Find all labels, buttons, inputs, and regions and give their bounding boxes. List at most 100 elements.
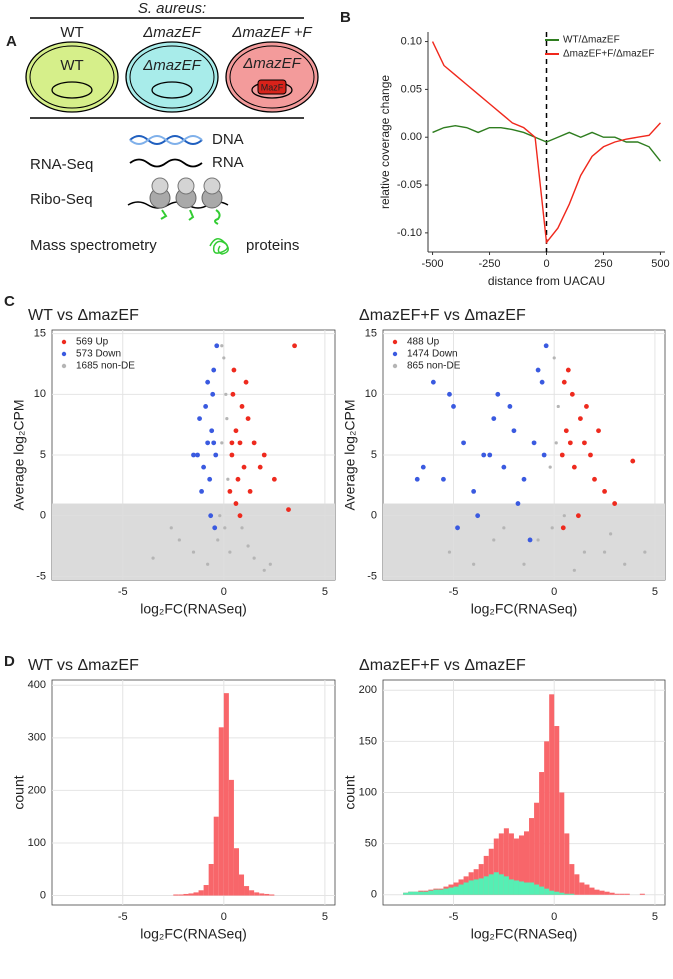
point (257, 464, 263, 470)
point (501, 464, 507, 470)
point (228, 550, 232, 554)
point (588, 452, 593, 458)
y-tick-label: 5 (371, 449, 377, 461)
x-tick-label: -5 (118, 911, 128, 923)
point (237, 513, 243, 519)
legend-label: WT/ΔmazEF (563, 35, 620, 46)
point (623, 562, 627, 566)
cell: ΔmazEF (125, 41, 219, 113)
point (554, 441, 558, 445)
point (191, 452, 196, 458)
cell: ΔmazEF MazF (225, 41, 319, 113)
point (271, 476, 277, 482)
legend-swatch (392, 339, 398, 345)
point (216, 538, 220, 542)
y-tick-label: -5 (367, 570, 377, 582)
bar (488, 874, 494, 895)
bar (483, 855, 489, 895)
protein-icon (209, 238, 229, 255)
bar (539, 772, 545, 895)
y-axis-label: Average log₂CPM (342, 399, 358, 510)
bar (599, 890, 605, 895)
point (471, 489, 477, 494)
point (231, 367, 237, 373)
plot-background (51, 679, 336, 906)
panel-label: D (4, 653, 15, 670)
point (195, 452, 200, 458)
bar (503, 876, 509, 895)
legend-swatch (392, 351, 398, 357)
point (582, 440, 587, 446)
x-tick-label: 0 (221, 586, 227, 598)
bar (498, 833, 504, 895)
y-tick-label: -0.05 (397, 179, 422, 191)
point (582, 550, 587, 554)
bar (418, 891, 424, 895)
bar (564, 833, 570, 895)
bar (529, 882, 535, 895)
bar (559, 892, 565, 895)
point (191, 550, 196, 554)
point (567, 440, 573, 446)
point (572, 568, 576, 572)
y-tick-label: -5 (36, 570, 46, 582)
bar (534, 802, 540, 895)
y-tick-label: 0 (371, 889, 377, 901)
point (602, 550, 607, 554)
bar (198, 890, 204, 896)
point (241, 464, 247, 470)
bar (178, 894, 184, 896)
bar (203, 885, 209, 896)
y-tick-label: 300 (28, 732, 46, 744)
y-tick-label: 0 (40, 889, 46, 901)
legend-swatch (61, 351, 67, 357)
x-axis-label: log₂FC(RNASeq) (471, 601, 578, 617)
y-tick-label: 0.00 (401, 131, 422, 143)
strain-name: WT (60, 24, 83, 41)
point (521, 476, 527, 482)
shaded-region-overlay (52, 503, 335, 580)
point (527, 537, 533, 543)
bar (223, 693, 229, 896)
point (592, 476, 597, 482)
point (208, 513, 214, 519)
bar (549, 694, 555, 895)
point (239, 404, 245, 409)
point (451, 404, 456, 409)
point (536, 538, 540, 542)
point (507, 404, 513, 409)
bar (503, 828, 509, 895)
point (571, 464, 577, 470)
point (560, 525, 566, 531)
bar (423, 891, 429, 895)
point (214, 343, 220, 349)
bar (488, 848, 494, 895)
bar (579, 882, 585, 895)
point (491, 416, 497, 421)
y-tick-label: 0 (40, 510, 46, 522)
point (223, 526, 227, 530)
point (151, 556, 155, 560)
point (495, 391, 501, 397)
bar (604, 891, 610, 895)
point (414, 476, 420, 482)
y-tick-label: 200 (28, 784, 46, 796)
y-tick-label: -0.10 (397, 227, 422, 239)
method-label: RNA (212, 154, 244, 171)
bar (408, 891, 414, 895)
rna (129, 158, 203, 168)
protein-box (257, 79, 287, 95)
bar (624, 893, 630, 895)
x-axis-label: log₂FC(RNASeq) (140, 926, 247, 942)
x-tick-label: 5 (652, 911, 658, 923)
bar (438, 889, 444, 895)
legend-label: 488 Up (407, 337, 440, 348)
point (235, 476, 241, 482)
x-tick-label: 5 (652, 586, 658, 598)
point (511, 428, 517, 434)
point (261, 452, 267, 458)
point (563, 428, 569, 434)
bar (524, 831, 530, 895)
bar (574, 874, 580, 895)
